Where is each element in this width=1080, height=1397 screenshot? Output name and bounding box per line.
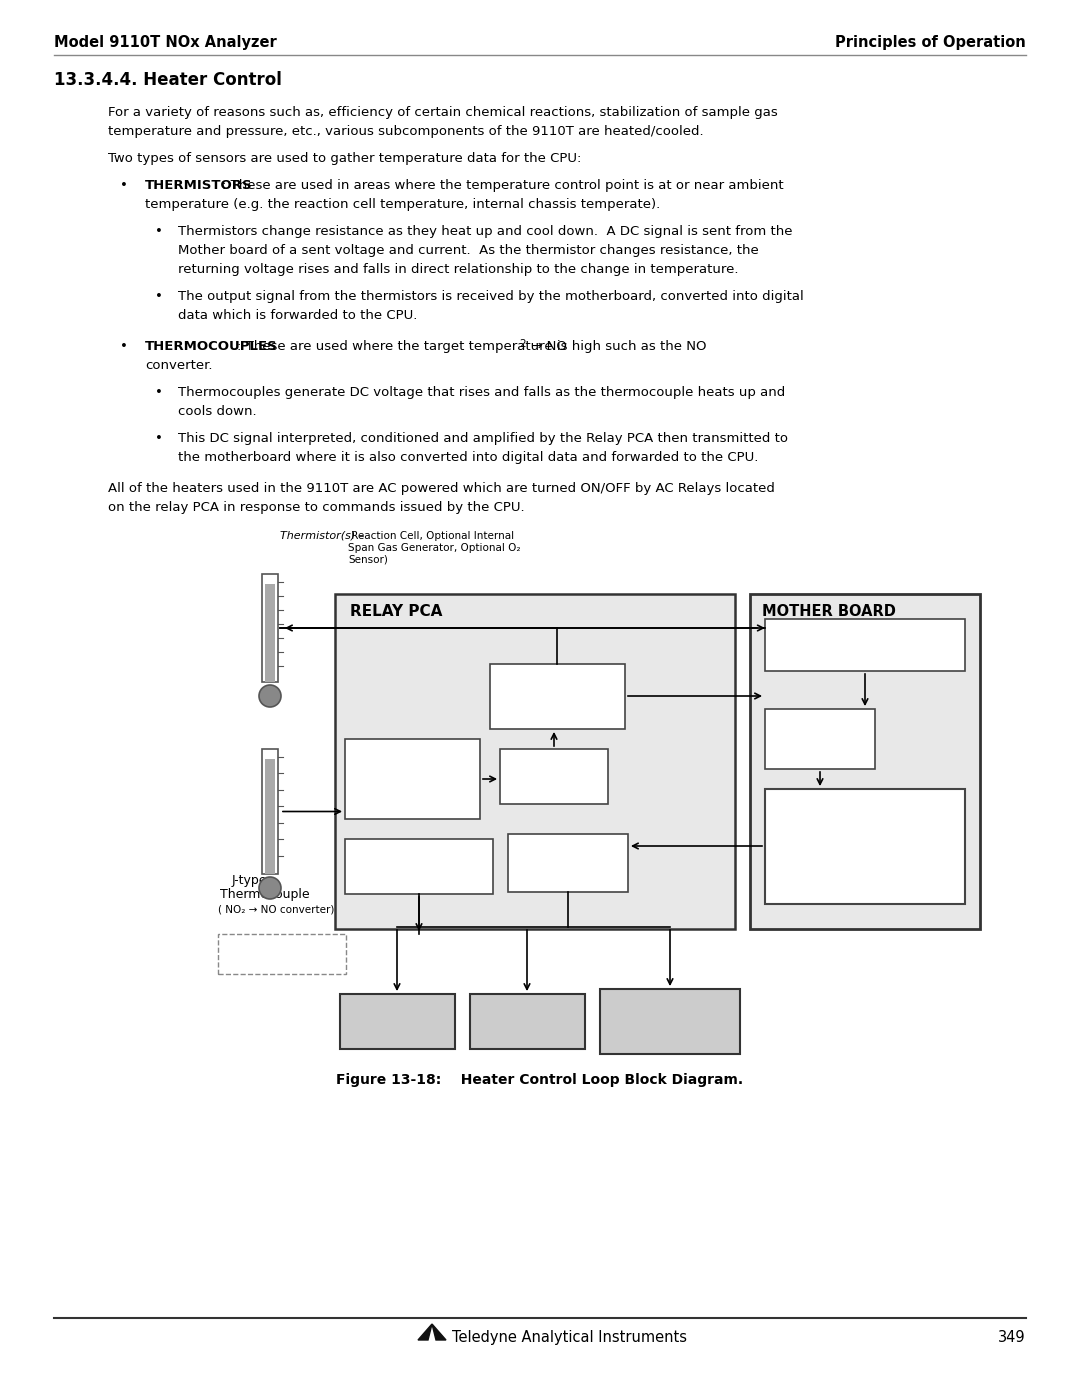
Text: DC Control Logic: DC Control Logic bbox=[373, 849, 465, 859]
Text: and Signal: and Signal bbox=[527, 686, 586, 696]
Text: cools down.: cools down. bbox=[178, 405, 257, 418]
Text: Reaction Cell, Optional Internal: Reaction Cell, Optional Internal bbox=[348, 531, 514, 541]
Text: interface: interface bbox=[838, 643, 891, 657]
Text: (JP5): (JP5) bbox=[399, 787, 426, 798]
Text: Model 9110T NOx Analyzer: Model 9110T NOx Analyzer bbox=[54, 35, 276, 50]
Text: Thermistor: Thermistor bbox=[833, 626, 897, 638]
Text: → NO: → NO bbox=[527, 339, 567, 353]
Polygon shape bbox=[432, 1324, 446, 1340]
Text: ( NO₂ → NO converter): ( NO₂ → NO converter) bbox=[218, 904, 335, 914]
Text: Figure 13-18:    Heater Control Loop Block Diagram.: Figure 13-18: Heater Control Loop Block … bbox=[337, 1073, 743, 1087]
Text: A/D: A/D bbox=[809, 714, 831, 726]
Text: •: • bbox=[156, 291, 163, 303]
Bar bbox=[262, 574, 278, 682]
Text: AC Relays: AC Relays bbox=[540, 862, 595, 872]
Text: the motherboard where it is also converted into digital data and forwarded to th: the motherboard where it is also convert… bbox=[178, 451, 758, 464]
Text: Cold Junction: Cold Junction bbox=[519, 759, 589, 768]
Text: Conditioning: Conditioning bbox=[522, 700, 592, 710]
Bar bbox=[750, 594, 980, 929]
Bar bbox=[265, 759, 275, 875]
Text: (for DC heaters): (for DC heaters) bbox=[374, 868, 464, 877]
Text: Principles of Operation: Principles of Operation bbox=[835, 35, 1026, 50]
Text: •: • bbox=[156, 225, 163, 237]
Bar bbox=[500, 749, 608, 805]
Text: temperature and pressure, etc., various subcomponents of the 9110T are heated/co: temperature and pressure, etc., various … bbox=[108, 124, 704, 138]
Text: •: • bbox=[120, 339, 127, 353]
Text: The output signal from the thermistors is received by the motherboard, converted: The output signal from the thermistors i… bbox=[178, 291, 804, 303]
Circle shape bbox=[259, 685, 281, 707]
Text: Preamplifiers: Preamplifiers bbox=[521, 672, 594, 682]
Text: Solid State: Solid State bbox=[538, 844, 598, 854]
Text: Other Optional: Other Optional bbox=[629, 993, 712, 1003]
Text: Reaction Cell: Reaction Cell bbox=[356, 1003, 437, 1013]
Bar bbox=[600, 989, 740, 1053]
Text: All of the heaters used in the 9110T are AC powered which are turned ON/OFF by A: All of the heaters used in the 9110T are… bbox=[108, 482, 774, 495]
Text: Thermocouples generate DC voltage that rises and falls as the thermocouple heats: Thermocouples generate DC voltage that r… bbox=[178, 386, 785, 400]
Text: THERMOCOUPLE: THERMOCOUPLE bbox=[367, 746, 457, 756]
Text: AC HEATERs: AC HEATERs bbox=[632, 1009, 707, 1018]
Text: Converter: Converter bbox=[791, 729, 850, 742]
Text: converter.: converter. bbox=[145, 359, 213, 372]
Text: temperature (e.g. the reaction cell temperature, internal chassis temperate).: temperature (e.g. the reaction cell temp… bbox=[145, 198, 660, 211]
Text: (V/F): (V/F) bbox=[806, 745, 834, 757]
Bar bbox=[765, 619, 966, 671]
Bar bbox=[508, 834, 627, 893]
Bar bbox=[345, 840, 492, 894]
Text: Not used: Not used bbox=[226, 936, 279, 949]
Text: 2: 2 bbox=[519, 339, 526, 349]
Text: on the relay PCA in response to commands issued by the CPU.: on the relay PCA in response to commands… bbox=[108, 502, 525, 514]
Text: Generator;O2 Sensor): Generator;O2 Sensor) bbox=[617, 1035, 724, 1045]
Text: NO₂ → NO: NO₂ → NO bbox=[498, 997, 556, 1009]
Text: MOTHER BOARD: MOTHER BOARD bbox=[762, 604, 896, 619]
Bar bbox=[345, 739, 480, 819]
Text: •: • bbox=[156, 386, 163, 400]
Text: : These are used in areas where the temperature control point is at or near ambi: : These are used in areas where the temp… bbox=[222, 179, 784, 191]
Text: •: • bbox=[156, 432, 163, 446]
Text: •: • bbox=[120, 179, 127, 191]
Text: JUMPER: JUMPER bbox=[391, 773, 433, 782]
Bar bbox=[340, 995, 455, 1049]
Circle shape bbox=[259, 877, 281, 900]
Text: Heater: Heater bbox=[505, 1030, 549, 1039]
Text: CONFIGURATION: CONFIGURATION bbox=[367, 759, 457, 768]
Text: on the T200: on the T200 bbox=[226, 951, 297, 965]
Text: returning voltage rises and falls in direct relationship to the change in temper: returning voltage rises and falls in dir… bbox=[178, 263, 739, 277]
Bar bbox=[335, 594, 735, 929]
Text: Mother board of a sent voltage and current.  As the thermistor changes resistanc: Mother board of a sent voltage and curre… bbox=[178, 244, 759, 257]
Text: Span Gas Generator, Optional O₂: Span Gas Generator, Optional O₂ bbox=[348, 543, 521, 553]
Text: This DC signal interpreted, conditioned and amplified by the Relay PCA then tran: This DC signal interpreted, conditioned … bbox=[178, 432, 788, 446]
Text: THERMOCOUPLES: THERMOCOUPLES bbox=[145, 339, 278, 353]
Text: Thermistors change resistance as they heat up and cool down.  A DC signal is sen: Thermistors change resistance as they he… bbox=[178, 225, 793, 237]
Bar bbox=[490, 664, 625, 729]
Bar bbox=[218, 935, 346, 974]
Text: J-type: J-type bbox=[232, 875, 268, 887]
Text: Converter: Converter bbox=[496, 1014, 558, 1024]
Text: (Internal Span Gas: (Internal Span Gas bbox=[624, 1023, 716, 1032]
Bar bbox=[262, 749, 278, 875]
Text: Two types of sensors are used to gather temperature data for the CPU:: Two types of sensors are used to gather … bbox=[108, 152, 581, 165]
Text: data which is forwarded to the CPU.: data which is forwarded to the CPU. bbox=[178, 309, 417, 321]
Bar bbox=[470, 995, 585, 1049]
Text: Teledyne Analytical Instruments: Teledyne Analytical Instruments bbox=[453, 1330, 687, 1345]
Bar bbox=[765, 789, 966, 904]
Text: Compensation: Compensation bbox=[516, 774, 592, 784]
Text: Thermistor(s) –: Thermistor(s) – bbox=[280, 531, 364, 541]
Text: : These are used where the target temperature is high such as the NO: : These are used where the target temper… bbox=[237, 339, 706, 353]
Text: Heater: Heater bbox=[376, 1021, 418, 1031]
Text: CPU: CPU bbox=[821, 827, 909, 865]
Text: Sensor): Sensor) bbox=[348, 555, 388, 564]
Polygon shape bbox=[418, 1324, 432, 1340]
Bar bbox=[765, 710, 875, 768]
Text: 13.3.4.4. Heater Control: 13.3.4.4. Heater Control bbox=[54, 71, 282, 89]
Bar bbox=[265, 584, 275, 682]
Text: 349: 349 bbox=[998, 1330, 1026, 1345]
Text: Thermocouple: Thermocouple bbox=[220, 888, 310, 901]
Text: RELAY PCA: RELAY PCA bbox=[350, 604, 443, 619]
Text: THERMISTORS: THERMISTORS bbox=[145, 179, 253, 191]
Text: For a variety of reasons such as, efficiency of certain chemical reactions, stab: For a variety of reasons such as, effici… bbox=[108, 106, 778, 119]
